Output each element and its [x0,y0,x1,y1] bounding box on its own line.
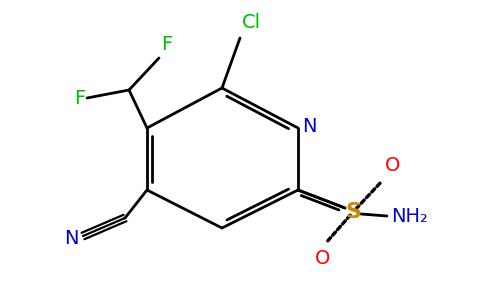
Text: N: N [302,116,317,136]
Text: O: O [385,156,400,175]
Text: F: F [161,35,172,54]
Text: NH₂: NH₂ [391,206,428,226]
Text: Cl: Cl [242,13,261,32]
Text: O: O [315,249,331,268]
Text: S: S [345,202,361,222]
Text: N: N [64,229,79,247]
Text: F: F [74,88,85,107]
